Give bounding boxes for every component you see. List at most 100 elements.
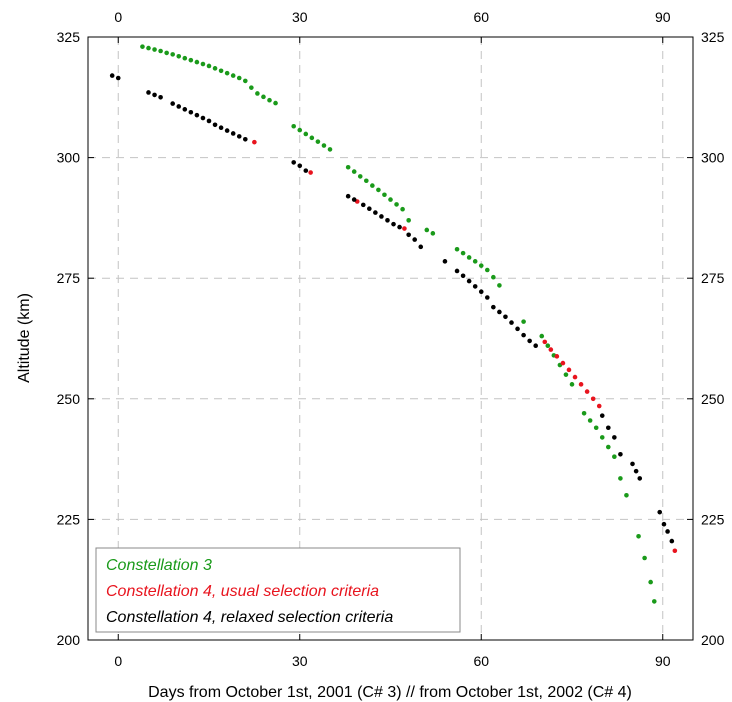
- data-point: [218, 125, 224, 130]
- y-tick-label-left: 300: [57, 150, 81, 166]
- data-point: [584, 389, 590, 394]
- data-point: [636, 533, 641, 539]
- data-point: [115, 75, 121, 81]
- data-point: [218, 68, 224, 74]
- data-point: [385, 218, 390, 223]
- data-point: [466, 278, 472, 284]
- y-tick-label-left: 275: [57, 270, 81, 286]
- data-point: [491, 304, 496, 310]
- data-point: [351, 197, 357, 202]
- data-point: [412, 237, 418, 242]
- data-point: [491, 274, 496, 280]
- data-point: [560, 360, 566, 366]
- data-point: [485, 295, 490, 300]
- data-point: [596, 403, 602, 409]
- data-point: [542, 339, 548, 345]
- data-point: [593, 425, 599, 431]
- data-point: [367, 206, 372, 212]
- data-point: [587, 418, 593, 423]
- data-point: [485, 267, 490, 273]
- data-point: [224, 70, 230, 76]
- data-point: [497, 283, 502, 288]
- y-axis-label: Altitude (km): [16, 293, 33, 383]
- data-point: [430, 231, 436, 236]
- data-point: [109, 73, 115, 78]
- data-point: [503, 314, 508, 320]
- series-3: [109, 73, 675, 544]
- x-tick-label-top: 90: [655, 9, 671, 25]
- data-point: [376, 187, 381, 193]
- data-point: [554, 354, 560, 359]
- data-point: [599, 435, 605, 440]
- data-point: [188, 57, 194, 63]
- data-point: [345, 193, 351, 199]
- legend-entry-constellation-3: Constellation 3: [106, 557, 212, 574]
- data-point: [152, 92, 157, 98]
- data-point: [527, 338, 532, 344]
- data-point: [303, 168, 309, 173]
- data-point: [243, 78, 248, 84]
- legend-entry-constellation-4-usual: Constellation 4, usual selection criteri…: [106, 583, 379, 600]
- data-point: [566, 367, 572, 373]
- data-point: [406, 232, 411, 238]
- y-tick-label-left: 200: [57, 632, 81, 648]
- data-point: [406, 218, 411, 223]
- data-point: [297, 163, 303, 169]
- data-point: [194, 59, 200, 65]
- data-point: [200, 115, 206, 121]
- data-point: [657, 509, 663, 515]
- data-point: [182, 55, 188, 61]
- data-point: [176, 53, 182, 59]
- y-tick-label-right: 225: [701, 511, 725, 527]
- data-point: [402, 226, 407, 231]
- data-point: [637, 476, 643, 481]
- data-point: [672, 548, 678, 554]
- data-point: [569, 382, 575, 387]
- data-point: [630, 461, 635, 467]
- data-point: [291, 160, 297, 165]
- data-point: [388, 197, 393, 202]
- data-point: [418, 244, 424, 250]
- data-point: [669, 538, 675, 544]
- data-point: [515, 326, 520, 332]
- plot-frame: [87, 36, 694, 641]
- data-point: [442, 259, 448, 264]
- legend-box: [95, 547, 461, 633]
- data-point: [400, 206, 405, 212]
- data-point: [249, 85, 254, 90]
- data-point: [170, 101, 175, 106]
- data-point: [176, 104, 182, 109]
- y-tick-label-right: 200: [701, 632, 725, 648]
- data-point: [606, 444, 611, 450]
- data-point: [158, 48, 163, 54]
- data-point: [648, 579, 653, 585]
- data-point: [618, 476, 623, 481]
- data-point: [624, 492, 629, 498]
- data-point: [291, 123, 297, 129]
- data-point: [478, 289, 484, 295]
- data-point: [472, 284, 478, 289]
- data-point: [303, 131, 309, 137]
- data-point: [224, 128, 230, 133]
- data-point: [261, 94, 266, 100]
- data-point: [563, 372, 569, 377]
- data-point: [345, 164, 351, 170]
- data-point: [146, 45, 151, 51]
- data-point: [243, 136, 248, 142]
- series-1: [140, 44, 657, 604]
- data-point: [460, 250, 466, 256]
- data-point: [212, 122, 218, 128]
- data-point: [665, 529, 670, 534]
- data-point: [618, 451, 623, 457]
- data-point: [612, 454, 617, 459]
- data-point: [612, 435, 617, 440]
- data-point: [351, 169, 357, 174]
- data-point: [357, 174, 363, 179]
- x-tick-label-top: 0: [114, 9, 122, 25]
- data-point: [252, 139, 257, 145]
- data-point: [454, 246, 460, 252]
- legend-entry-constellation-4-relaxed: Constellation 4, relaxed selection crite…: [106, 609, 393, 626]
- data-point: [394, 202, 399, 207]
- y-tick-label-left: 325: [57, 29, 81, 45]
- x-tick-label-top: 60: [473, 9, 489, 25]
